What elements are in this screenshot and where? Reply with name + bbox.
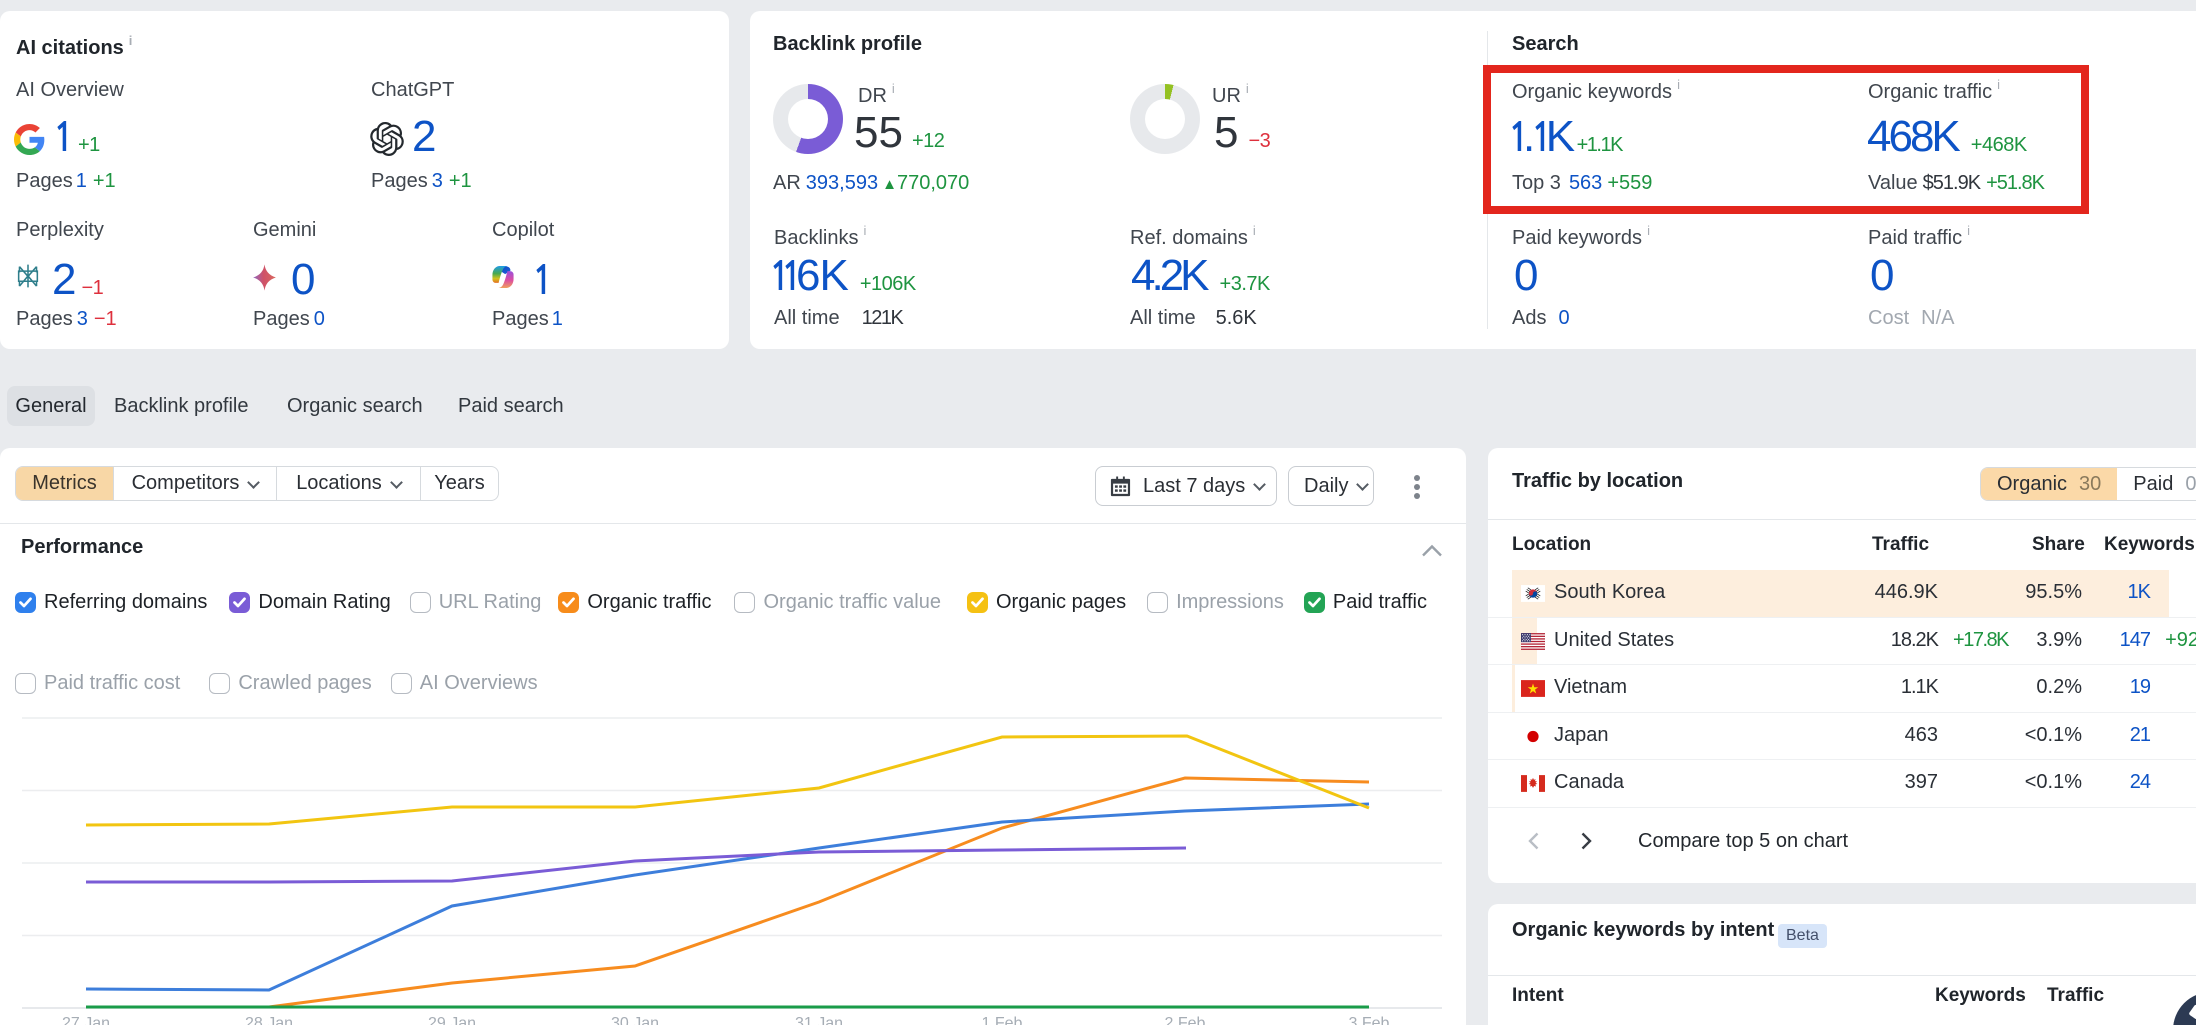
svg-text:3 Feb: 3 Feb	[1349, 1015, 1390, 1025]
svg-text:27 Jan: 27 Jan	[62, 1015, 110, 1025]
svg-text:30 Jan: 30 Jan	[611, 1015, 659, 1025]
svg-text:2 Feb: 2 Feb	[1165, 1015, 1206, 1025]
svg-text:28 Jan: 28 Jan	[245, 1015, 293, 1025]
svg-text:29 Jan: 29 Jan	[428, 1015, 476, 1025]
svg-text:1 Feb: 1 Feb	[982, 1015, 1023, 1025]
svg-text:31 Jan: 31 Jan	[795, 1015, 843, 1025]
